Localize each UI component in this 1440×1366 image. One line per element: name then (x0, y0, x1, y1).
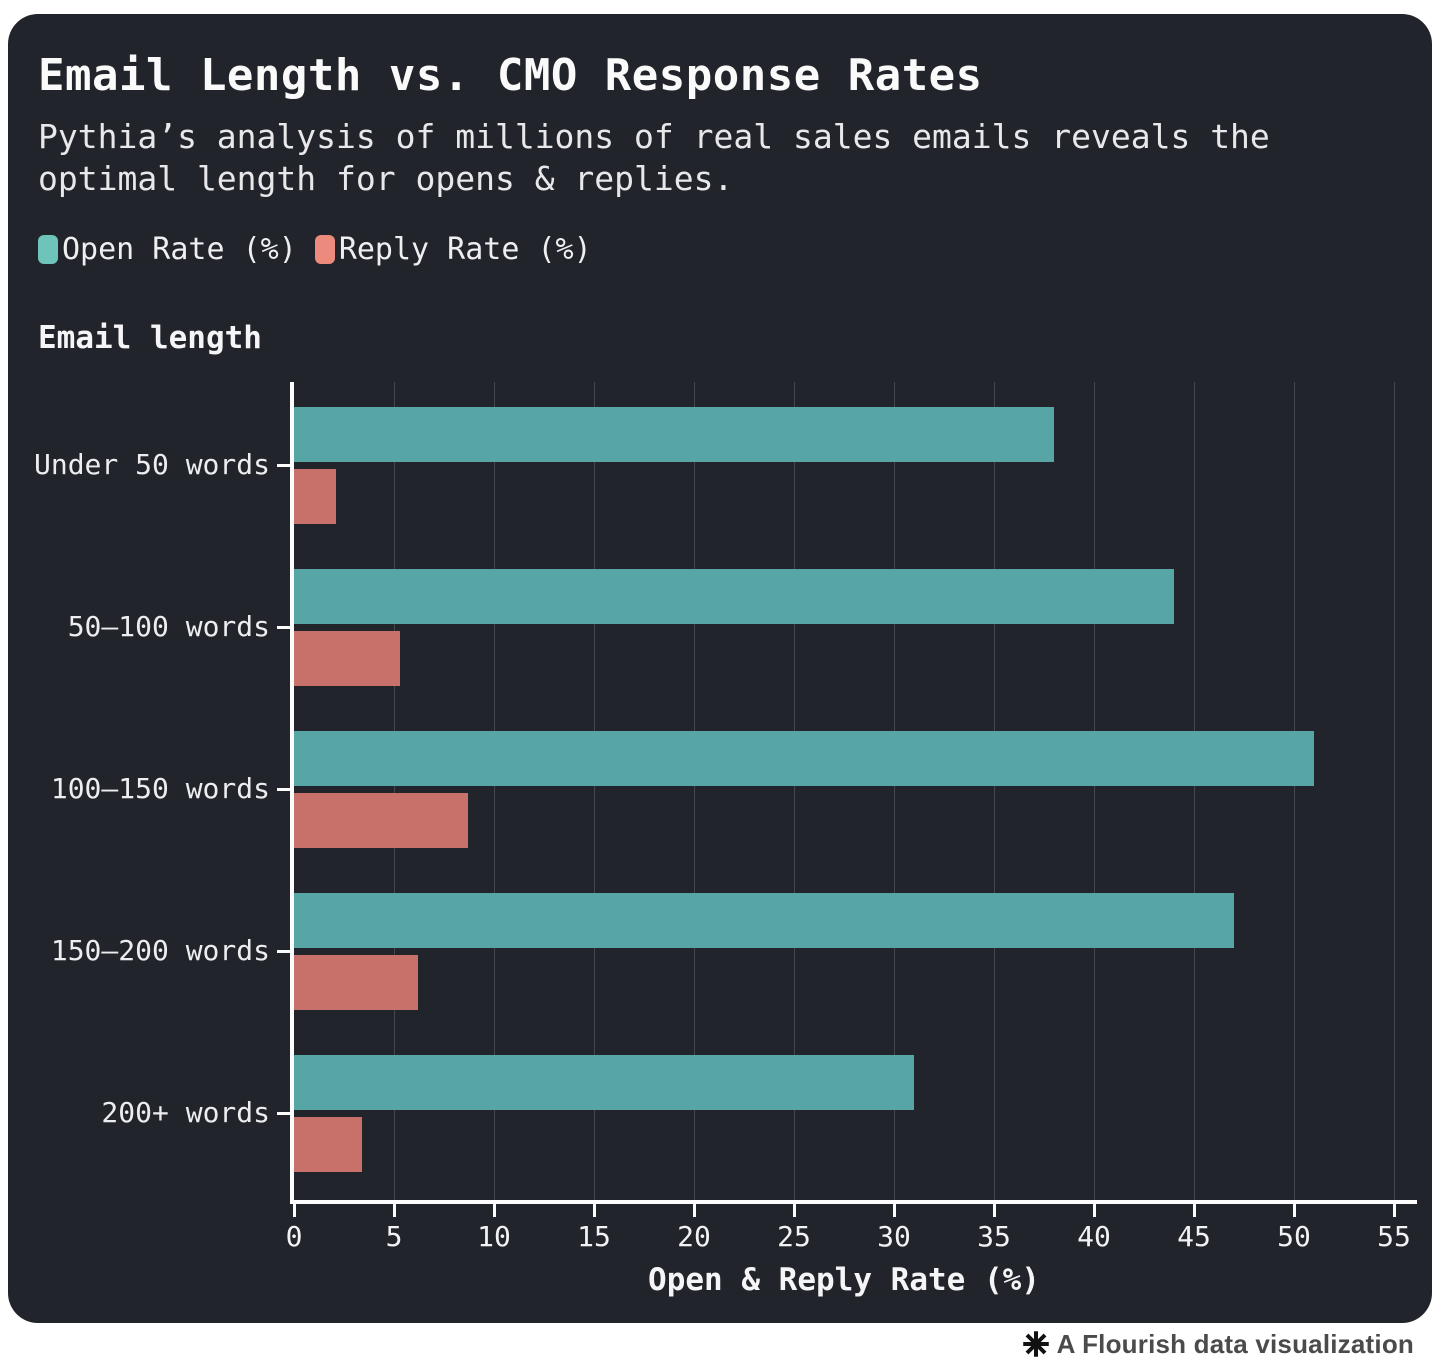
x-axis-tick-0 (292, 1204, 296, 1217)
bar-reply-rate-5[interactable] (294, 1117, 362, 1172)
chart-subtitle: Pythia’s analysis of millions of real sa… (38, 117, 1270, 198)
chart-title: Email Length vs. CMO Response Rates (38, 50, 983, 101)
legend-item-open-rate[interactable]: Open Rate (%) (38, 232, 297, 267)
category-tick-2 (277, 626, 290, 629)
category-label-3: 100–150 words (50, 772, 270, 805)
legend-label-reply-rate: Reply Rate (%) (338, 232, 592, 267)
x-axis-tick-label-40: 40 (1077, 1220, 1111, 1253)
chart-card: Email Length vs. CMO Response Rates Pyth… (8, 14, 1432, 1323)
gridline-30 (893, 382, 895, 1200)
x-axis-tick-55 (1392, 1204, 1396, 1217)
gridline-5 (393, 382, 395, 1200)
reply-rate-swatch-icon (314, 235, 335, 264)
category-label-1: Under 50 words (33, 448, 270, 481)
category-label-5: 200+ words (101, 1096, 270, 1129)
x-axis-tick-label-25: 25 (777, 1220, 811, 1253)
gridline-45 (1193, 382, 1195, 1200)
x-axis-tick-label-20: 20 (677, 1220, 711, 1253)
bar-open-rate-2[interactable] (294, 569, 1174, 624)
x-axis-tick-label-55: 55 (1377, 1220, 1411, 1253)
bar-reply-rate-2[interactable] (294, 631, 400, 686)
x-axis-tick-label-45: 45 (1177, 1220, 1211, 1253)
category-label-2: 50–100 words (67, 610, 270, 643)
x-axis-tick-50 (1292, 1204, 1296, 1217)
category-tick-3 (277, 788, 290, 791)
x-axis-tick-label-5: 5 (385, 1220, 403, 1253)
x-axis-tick-40 (1092, 1204, 1096, 1217)
bar-reply-rate-4[interactable] (294, 955, 418, 1010)
plot-area: Open & Reply Rate (%) 0 5 10 15 20 25 30 35 40 45… (34, 382, 1417, 1298)
x-axis-tick-25 (792, 1204, 796, 1217)
x-axis-tick-label-0: 0 (285, 1220, 303, 1253)
bar-open-rate-3[interactable] (294, 731, 1314, 786)
bar-open-rate-5[interactable] (294, 1055, 914, 1110)
bar-open-rate-1[interactable] (294, 407, 1054, 462)
attribution[interactable]: A Flourish data visualization (1021, 1326, 1414, 1362)
x-axis-tick-label-15: 15 (577, 1220, 611, 1253)
x-axis-tick-20 (692, 1204, 696, 1217)
gridline-55 (1393, 382, 1395, 1200)
attribution-text: A Flourish data visualization (1056, 1328, 1414, 1359)
open-rate-swatch-icon (38, 235, 58, 264)
y-axis-title: Email length (38, 320, 262, 356)
x-axis-tick-30 (892, 1204, 896, 1217)
gridline-15 (593, 382, 595, 1200)
category-tick-5 (277, 1112, 290, 1115)
gridline-10 (493, 382, 495, 1200)
bar-reply-rate-3[interactable] (294, 793, 468, 848)
x-axis-tick-5 (392, 1204, 396, 1217)
x-axis-tick-10 (492, 1204, 496, 1217)
x-axis-tick-45 (1192, 1204, 1196, 1217)
gridline-40 (1093, 382, 1095, 1200)
x-axis-tick-label-30: 30 (877, 1220, 911, 1253)
legend-item-reply-rate[interactable]: Reply Rate (%) (314, 232, 592, 267)
gridline-50 (1293, 382, 1295, 1200)
category-tick-4 (277, 950, 290, 953)
x-axis-tick-35 (992, 1204, 996, 1217)
flourish-logo-icon (1022, 1331, 1049, 1357)
x-axis-tick-label-10: 10 (477, 1220, 511, 1253)
legend: Open Rate (%) Reply Rate (%) (38, 232, 592, 267)
category-tick-1 (277, 464, 290, 467)
bar-reply-rate-1[interactable] (294, 469, 336, 524)
gridline-35 (993, 382, 995, 1200)
x-axis-tick-label-50: 50 (1277, 1220, 1311, 1253)
gridline-20 (693, 382, 695, 1200)
gridline-25 (793, 382, 795, 1200)
x-axis-tick-15 (592, 1204, 596, 1217)
legend-label-open-rate: Open Rate (%) (62, 232, 297, 267)
bar-open-rate-4[interactable] (294, 893, 1234, 948)
x-axis-tick-label-35: 35 (977, 1220, 1011, 1253)
x-axis-title: Open & Reply Rate (%) (648, 1262, 1040, 1298)
y-axis-line (290, 382, 294, 1202)
category-label-4: 150–200 words (50, 934, 270, 967)
x-axis-line (290, 1200, 1417, 1204)
